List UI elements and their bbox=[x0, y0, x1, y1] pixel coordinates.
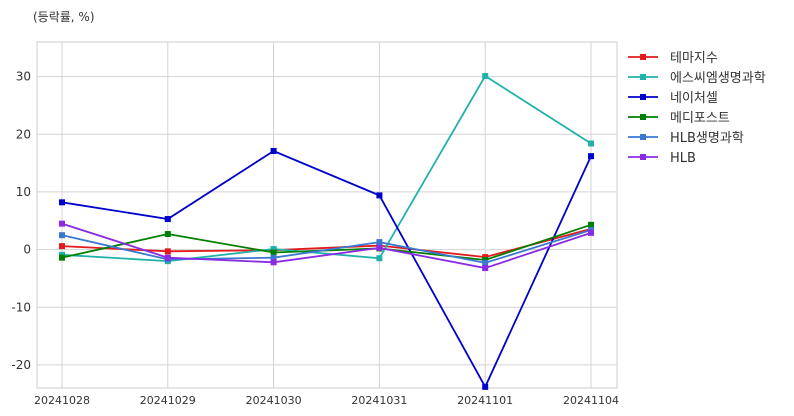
data-point bbox=[270, 249, 277, 256]
plot-frame bbox=[36, 41, 618, 389]
legend-swatch-marker bbox=[640, 154, 646, 160]
legend-swatch-marker bbox=[640, 94, 646, 100]
data-point bbox=[59, 232, 65, 239]
data-point bbox=[482, 265, 489, 272]
data-point bbox=[164, 248, 171, 255]
legend-label: 테마지수 bbox=[670, 51, 718, 66]
data-point bbox=[376, 255, 383, 262]
series-line bbox=[61, 74, 592, 263]
legend-swatch-marker bbox=[640, 74, 646, 80]
legend-label: 에스씨엠생명과학 bbox=[670, 71, 766, 86]
series-line bbox=[61, 222, 592, 269]
x-tick-label: 20241030 bbox=[246, 394, 302, 407]
series-line bbox=[61, 227, 592, 259]
data-point bbox=[270, 246, 277, 253]
data-point bbox=[482, 259, 489, 266]
data-point bbox=[588, 229, 594, 236]
y-tick-label: -10 bbox=[11, 300, 31, 314]
data-point bbox=[376, 192, 383, 199]
data-point bbox=[164, 254, 171, 261]
data-point bbox=[59, 199, 65, 206]
legend-swatch-marker bbox=[640, 134, 646, 140]
data-point bbox=[482, 73, 489, 80]
x-tick-label: 20241031 bbox=[351, 394, 407, 407]
legend-label: 메디포스트 bbox=[670, 111, 730, 126]
y-tick-label: 30 bbox=[16, 70, 31, 84]
data-point bbox=[59, 220, 65, 227]
legend-label: 네이처셀 bbox=[670, 91, 718, 106]
legend-label: HLB생명과학 bbox=[670, 131, 744, 146]
data-point bbox=[588, 153, 594, 160]
data-point bbox=[482, 383, 489, 390]
x-tick-label: 20241104 bbox=[563, 394, 619, 407]
series-line bbox=[61, 229, 592, 264]
legend-label: HLB bbox=[670, 151, 696, 166]
unit-label: (등락률, %) bbox=[33, 10, 95, 24]
data-point bbox=[59, 243, 65, 250]
data-point bbox=[376, 239, 383, 246]
data-point bbox=[59, 254, 65, 261]
y-tick-label: 0 bbox=[23, 243, 31, 257]
data-point bbox=[270, 147, 277, 154]
data-point bbox=[376, 244, 383, 251]
y-tick-label: -20 bbox=[11, 358, 31, 372]
legend-swatch-marker bbox=[640, 114, 646, 120]
series-line bbox=[61, 149, 592, 389]
legend-swatch-marker bbox=[640, 54, 646, 60]
data-point bbox=[270, 254, 277, 261]
data-point bbox=[588, 140, 594, 147]
data-point bbox=[164, 231, 171, 238]
x-tick-label: 20241028 bbox=[34, 394, 90, 407]
x-tick-label: 20241029 bbox=[140, 394, 196, 407]
data-point bbox=[588, 221, 594, 228]
x-tick-label: 20241101 bbox=[457, 394, 513, 407]
y-tick-label: 10 bbox=[16, 185, 31, 199]
data-point bbox=[270, 259, 277, 266]
y-tick-label: 20 bbox=[16, 127, 31, 141]
data-point bbox=[164, 216, 171, 223]
